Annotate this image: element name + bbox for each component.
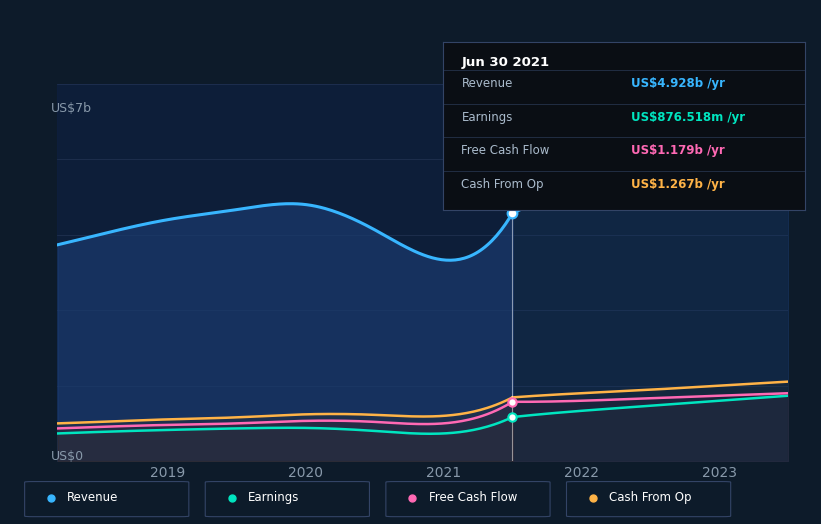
Text: US$7b: US$7b [51,103,92,115]
Text: Free Cash Flow: Free Cash Flow [429,492,517,504]
Bar [512,84,788,461]
Text: Revenue: Revenue [461,78,513,90]
Text: Free Cash Flow: Free Cash Flow [461,145,550,157]
Text: Analysts Forecasts: Analysts Forecasts [520,86,635,99]
Text: US$0: US$0 [51,450,84,463]
Bar [57,84,512,461]
Text: Cash From Op: Cash From Op [461,178,544,191]
Text: Cash From Op: Cash From Op [609,492,691,504]
Text: US$1.179b /yr: US$1.179b /yr [631,145,725,157]
Text: Past: Past [479,86,506,99]
Text: US$876.518m /yr: US$876.518m /yr [631,111,745,124]
Text: Revenue: Revenue [67,492,119,504]
Text: US$4.928b /yr: US$4.928b /yr [631,78,725,90]
Text: US$1.267b /yr: US$1.267b /yr [631,178,725,191]
Text: Earnings: Earnings [248,492,300,504]
Text: Earnings: Earnings [461,111,513,124]
Text: Jun 30 2021: Jun 30 2021 [461,56,549,69]
